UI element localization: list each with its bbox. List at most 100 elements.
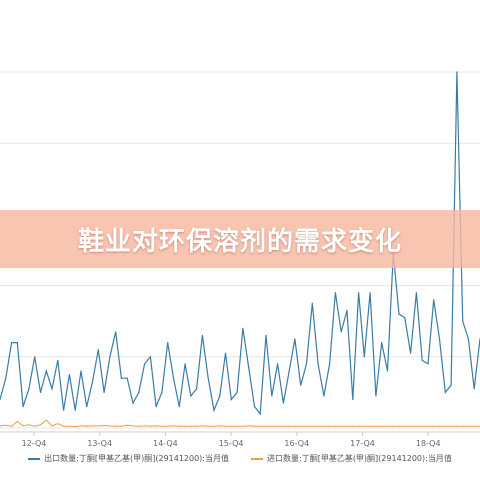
data-point bbox=[172, 377, 175, 379]
data-point bbox=[248, 366, 250, 369]
data-point bbox=[381, 425, 383, 427]
data-point bbox=[253, 406, 256, 408]
legend-label-export: 出口数量:丁酮[甲基乙基(甲)酮](29141200):当月值 bbox=[44, 454, 229, 463]
data-point bbox=[375, 425, 377, 427]
x-tick-label: 15-Q4 bbox=[219, 439, 244, 448]
data-point bbox=[427, 363, 429, 365]
data-point bbox=[57, 359, 59, 361]
data-point bbox=[155, 425, 157, 427]
data-point bbox=[340, 425, 342, 427]
series-line-export bbox=[0, 71, 480, 416]
chart-legend: 出口数量:丁酮[甲基乙基(甲)酮](29141200):当月值 进口数量:丁酮[… bbox=[0, 453, 480, 464]
data-point bbox=[138, 391, 140, 393]
data-point bbox=[126, 377, 128, 379]
data-point bbox=[178, 425, 180, 427]
data-point bbox=[398, 313, 400, 315]
x-axis-ticks: 12-Q4 13-Q4 14-Q4 15-Q4 16-Q4 17-Q4 18-Q4 bbox=[22, 432, 441, 448]
data-point bbox=[109, 425, 111, 427]
data-point bbox=[277, 425, 279, 427]
data-point bbox=[68, 425, 70, 427]
data-point bbox=[22, 406, 24, 408]
data-point bbox=[91, 425, 94, 427]
data-point bbox=[86, 425, 88, 427]
data-point bbox=[28, 424, 30, 426]
data-point bbox=[132, 425, 134, 427]
data-point bbox=[5, 377, 7, 379]
data-point bbox=[271, 425, 273, 427]
data-point bbox=[427, 425, 429, 427]
data-point bbox=[352, 398, 354, 401]
data-point bbox=[329, 425, 331, 427]
data-point bbox=[219, 395, 221, 397]
data-point bbox=[323, 395, 325, 397]
data-point bbox=[386, 370, 389, 372]
data-point bbox=[0, 398, 1, 401]
data-point bbox=[16, 342, 18, 344]
data-point bbox=[433, 299, 435, 301]
data-point bbox=[404, 317, 406, 319]
x-tick-label: 18-Q4 bbox=[416, 439, 441, 448]
data-point bbox=[120, 425, 122, 427]
data-point bbox=[224, 352, 227, 354]
data-point bbox=[346, 309, 348, 312]
data-point bbox=[115, 425, 117, 427]
data-point bbox=[456, 71, 458, 73]
data-point bbox=[259, 413, 261, 415]
data-point bbox=[334, 425, 336, 427]
data-point bbox=[63, 425, 65, 427]
data-point bbox=[213, 425, 215, 427]
legend-swatch-import bbox=[251, 457, 263, 460]
data-point bbox=[438, 425, 441, 427]
data-point bbox=[190, 395, 192, 397]
data-point bbox=[45, 419, 47, 421]
data-point bbox=[386, 425, 389, 427]
data-point bbox=[161, 425, 163, 427]
data-point bbox=[161, 391, 163, 393]
data-point bbox=[149, 356, 151, 358]
data-point bbox=[63, 409, 65, 411]
data-point bbox=[97, 349, 99, 351]
data-point bbox=[265, 334, 267, 336]
data-point bbox=[207, 377, 209, 379]
data-point bbox=[317, 363, 319, 365]
data-point bbox=[80, 425, 82, 427]
data-point bbox=[242, 327, 244, 329]
legend-label-import: 进口数量:丁酮[甲基乙基(甲)酮](29141200):当月值 bbox=[267, 454, 452, 463]
data-point bbox=[340, 331, 342, 333]
x-tick-label: 13-Q4 bbox=[87, 439, 112, 448]
data-point bbox=[80, 370, 82, 372]
series-layer bbox=[0, 71, 480, 428]
x-tick-label: 16-Q4 bbox=[284, 439, 309, 448]
data-point bbox=[467, 425, 469, 427]
data-point bbox=[300, 425, 302, 427]
data-point bbox=[11, 342, 13, 344]
legend-item-import[interactable]: 进口数量:丁酮[甲基乙基(甲)酮](29141200):当月值 bbox=[251, 453, 452, 464]
data-point bbox=[305, 363, 308, 365]
data-point bbox=[358, 292, 360, 294]
data-point bbox=[207, 425, 209, 427]
data-point bbox=[109, 356, 111, 358]
data-point bbox=[196, 388, 198, 390]
data-point bbox=[178, 406, 180, 408]
data-point bbox=[259, 425, 261, 427]
data-point bbox=[438, 338, 441, 340]
data-point bbox=[167, 425, 169, 427]
data-point bbox=[155, 406, 157, 408]
data-point bbox=[230, 398, 232, 401]
data-point bbox=[288, 425, 290, 427]
data-point bbox=[352, 425, 354, 427]
data-point bbox=[91, 381, 94, 383]
data-point bbox=[103, 391, 105, 393]
legend-swatch-export bbox=[28, 457, 41, 460]
x-tick-label: 14-Q4 bbox=[153, 439, 178, 448]
data-point bbox=[375, 395, 377, 397]
data-point bbox=[404, 425, 406, 427]
legend-item-export[interactable]: 出口数量:丁酮[甲基乙基(甲)酮](29141200):当月值 bbox=[28, 453, 229, 464]
data-point bbox=[39, 424, 42, 426]
series-line-import bbox=[0, 419, 480, 428]
data-point bbox=[34, 356, 36, 358]
data-point bbox=[184, 363, 186, 365]
data-point bbox=[282, 402, 284, 404]
data-point bbox=[190, 425, 192, 427]
